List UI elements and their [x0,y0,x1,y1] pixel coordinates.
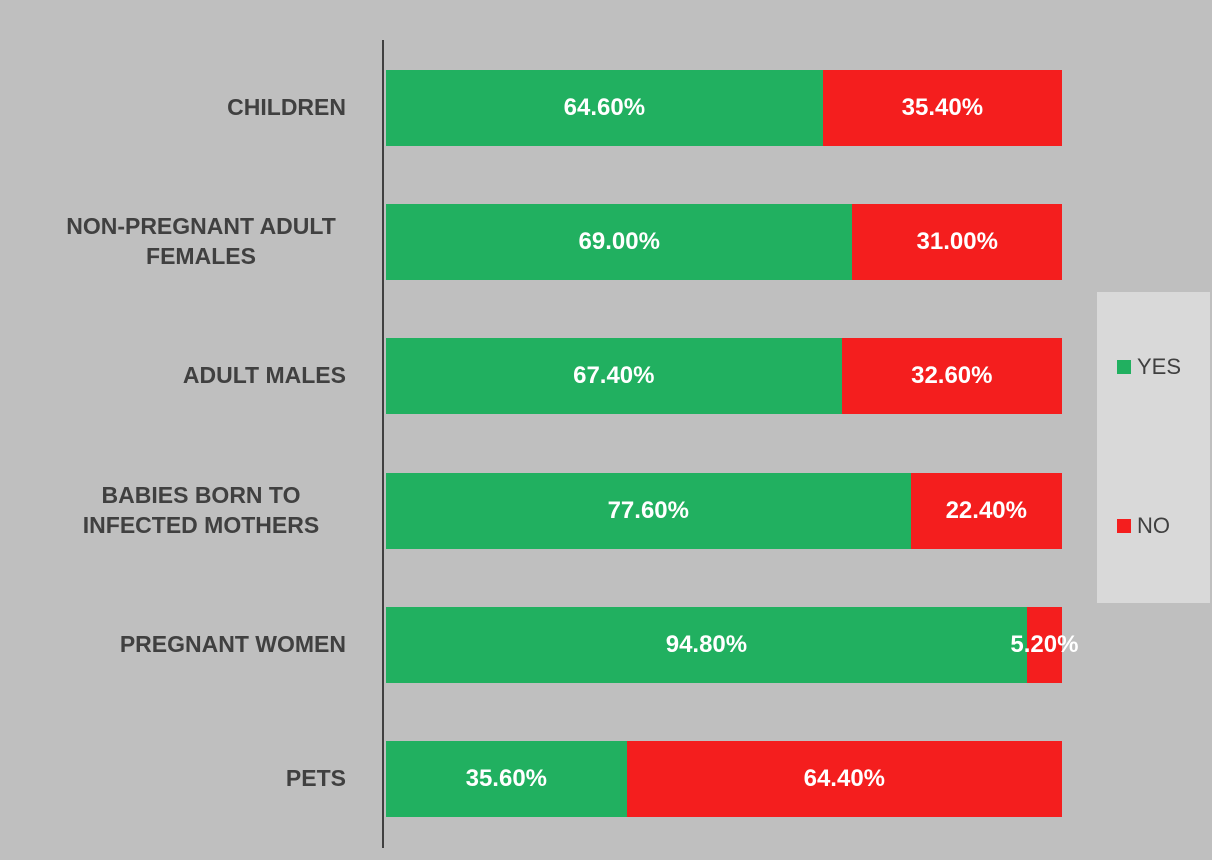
bar-segment [1026,606,1062,683]
bar-segment [386,741,627,817]
category-text: BABIES BORN TO INFECTED MOTHERS [82,481,320,538]
bar-segment [822,70,1062,146]
bar-segment [841,338,1062,415]
legend-label: NO [1137,513,1170,538]
bar-segment [852,204,1062,281]
category-text: ADULT MALES [182,362,346,389]
legend-item: YES [1117,354,1181,380]
legend-swatch [1117,360,1131,374]
value-label: 64.40% [803,765,886,792]
y-axis-line [382,40,384,848]
bar-segment [386,472,911,549]
bar-segment [386,204,853,281]
value-label: 35.60% [465,765,548,792]
bar-segment [386,606,1027,683]
category-text: NON-PREGNANT ADULT FEMALES [66,213,336,270]
legend-item: NO [1117,513,1170,539]
category-label: ADULT MALES [16,338,346,414]
legend [1097,292,1210,603]
category-label: BABIES BORN TO INFECTED MOTHERS [16,473,346,549]
category-label: PETS [16,741,346,817]
value-label: 32.60% [911,362,993,390]
value-label: 64.60% [563,94,646,121]
value-label: 22.40% [945,496,1027,524]
value-label: 77.60% [607,496,689,524]
value-label: 5.20% [1010,630,1079,658]
value-label: 69.00% [578,228,660,256]
category-label: CHILDREN [16,70,346,146]
value-label: 67.40% [573,362,655,390]
value-label: 31.00% [916,228,998,256]
category-text: PETS [285,765,346,792]
category-text: PREGNANT WOMEN [119,630,346,657]
legend-swatch [1117,519,1131,533]
bar-segment [910,472,1062,549]
category-label: NON-PREGNANT ADULT FEMALES [16,204,346,280]
category-label: PREGNANT WOMEN [16,607,346,683]
bar-segment [626,741,1062,817]
value-label: 94.80% [665,630,748,658]
value-label: 35.40% [901,94,984,121]
legend-label: YES [1137,354,1182,379]
category-text: CHILDREN [227,94,346,121]
bar-segment [386,338,842,415]
bar-segment [386,70,823,146]
